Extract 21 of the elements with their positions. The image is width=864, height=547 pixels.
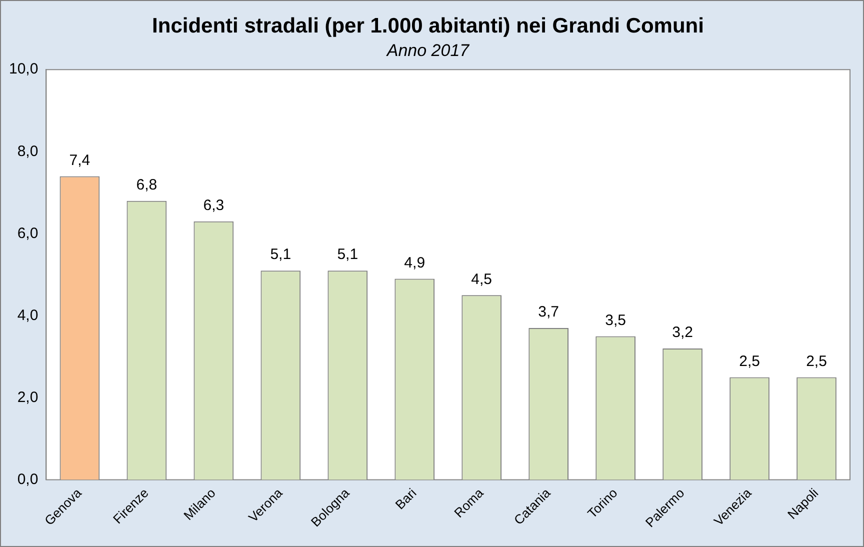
data-label: 2,5 [806, 352, 827, 370]
data-label: 6,8 [136, 176, 158, 194]
y-tick-label: 0,0 [17, 470, 38, 488]
y-tick-label: 6,0 [17, 224, 38, 242]
data-label: 3,5 [605, 312, 626, 329]
chart-title: Incidenti stradali (per 1.000 abitanti) nei Grandi Comuni [152, 14, 704, 38]
data-label: 4,9 [404, 254, 426, 272]
data-label: 3,7 [538, 304, 560, 321]
y-tick-label: 2,0 [17, 388, 38, 406]
x-tick-label: Bari [392, 485, 420, 512]
data-label: 6,3 [203, 196, 224, 214]
y-tick-label: 10,0 [8, 60, 38, 78]
data-label: 2,5 [739, 352, 760, 370]
data-label: 5,1 [270, 246, 292, 264]
data-label: 4,5 [471, 270, 492, 288]
data-label: 3,2 [672, 324, 693, 342]
y-tick-label: 8,0 [17, 142, 38, 160]
data-label: 7,4 [69, 152, 90, 169]
y-tick-label: 4,0 [17, 306, 38, 324]
data-label: 5,1 [337, 246, 358, 264]
chart-subtitle: Anno 2017 [386, 41, 470, 60]
